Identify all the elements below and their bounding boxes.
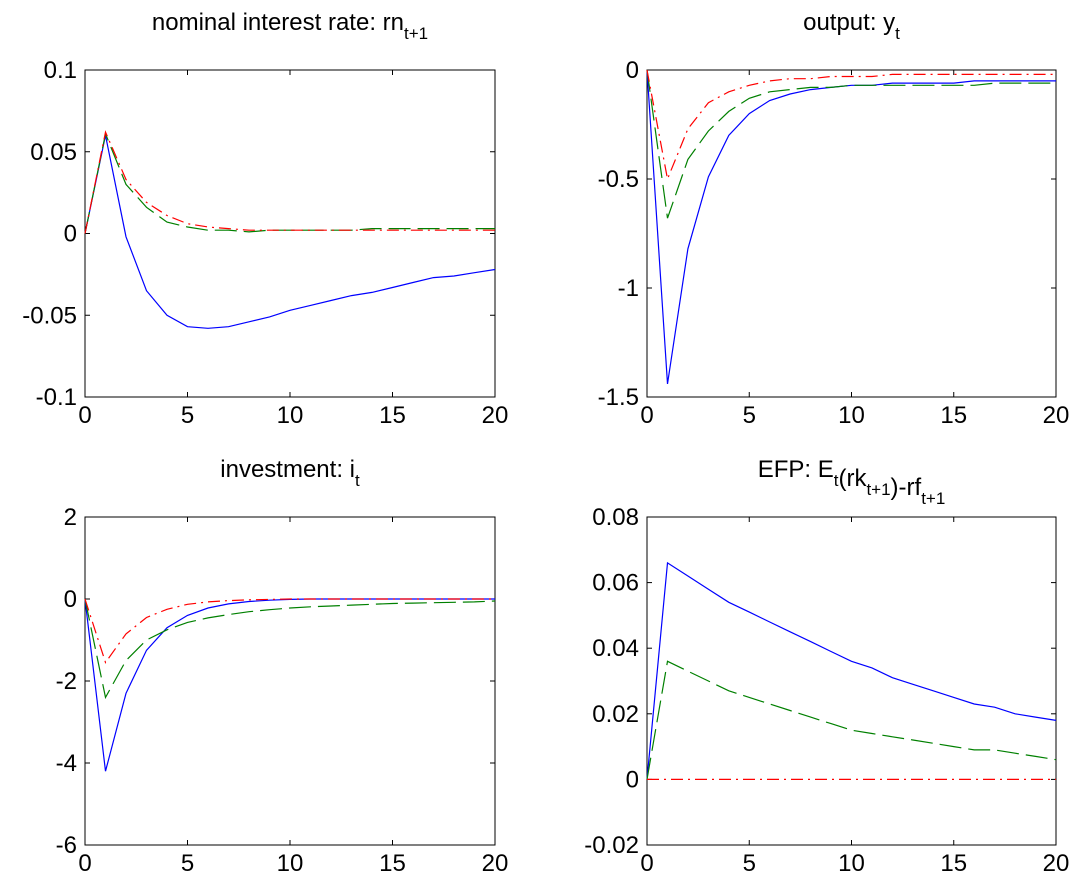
x-tick-label: 5: [181, 850, 194, 877]
title-main: EFP: E: [758, 456, 834, 483]
x-tick-label: 10: [277, 850, 304, 877]
series-line-dashdot: [646, 69, 1056, 182]
y-tick-label: -4: [56, 750, 77, 777]
x-tick-label: 20: [482, 850, 509, 877]
series-line-solid: [84, 598, 495, 772]
series-line-dashed: [646, 660, 1057, 780]
y-tick-label: -0.5: [598, 166, 639, 193]
x-tick-label: 10: [838, 402, 865, 429]
title-subscript: t: [834, 471, 839, 490]
axes-box: [646, 69, 1057, 398]
y-tick-label: 0: [64, 221, 77, 248]
axes-box: [84, 516, 496, 846]
series-line-dashed: [84, 598, 496, 700]
panel-title: investment: it: [220, 456, 360, 490]
series-line-dashdot: [84, 598, 495, 664]
panel-title: EFP: Et(rkt+1)-rft+1: [758, 456, 946, 508]
x-tick-label: 15: [940, 402, 967, 429]
axes-box: [84, 69, 496, 398]
y-tick-label: 0.08: [592, 504, 639, 531]
y-tick-label: 2: [64, 504, 77, 531]
x-tick-label: 20: [482, 402, 509, 429]
x-tick-label: 20: [1043, 850, 1070, 877]
title-subscript: t: [895, 24, 900, 43]
x-tick-label: 0: [78, 850, 91, 877]
x-tick-label: 5: [181, 402, 194, 429]
title-subscript: t: [355, 471, 360, 490]
title-subscript: t+1: [866, 480, 890, 499]
y-tick-label: 0.04: [592, 635, 639, 662]
x-tick-label: 5: [743, 850, 756, 877]
title-main: investment: i: [220, 456, 355, 483]
x-tick-label: 20: [1043, 402, 1070, 429]
x-tick-label: 5: [743, 402, 756, 429]
y-tick-label: 0: [626, 57, 639, 84]
series-line-dashdot: [84, 130, 495, 234]
x-tick-label: 0: [640, 850, 653, 877]
x-tick-label: 10: [277, 402, 304, 429]
series-line-dashed: [84, 131, 495, 234]
title-main: )-rf: [891, 474, 922, 501]
series-line-dashed: [646, 69, 1056, 219]
panel-title: output: yt: [803, 9, 900, 43]
y-tick-label: 0.02: [592, 701, 639, 728]
title-main: (rk: [838, 465, 867, 492]
y-tick-label: -0.02: [584, 832, 639, 859]
panel-nominal-interest-rate: 0 5 10 15 20 -0.1 -0.05 0 0.05 0.1 nominal interes…: [22, 9, 508, 429]
x-tick-label: 15: [379, 850, 406, 877]
x-tick-label: 15: [379, 402, 406, 429]
y-tick-label: 0.06: [592, 570, 639, 597]
y-tick-label: 0: [626, 766, 639, 793]
y-tick-label: -6: [56, 832, 77, 859]
title-main: nominal interest rate: rn: [152, 9, 404, 36]
y-tick-label: -0.05: [22, 302, 77, 329]
y-tick-label: 0: [64, 586, 77, 613]
y-tick-label: -1: [618, 275, 639, 302]
y-tick-label: -2: [56, 668, 77, 695]
panel-output: 0 5 10 15 20 -1.5 -1 -0.5 0 output: yt: [598, 9, 1070, 429]
title-subscript: t+1: [404, 24, 428, 43]
y-tick-label: -1.5: [598, 384, 639, 411]
x-tick-label: 0: [640, 402, 653, 429]
series-line-solid: [646, 69, 1056, 384]
series-line-solid: [84, 135, 496, 329]
title-main: output: y: [803, 9, 895, 36]
panel-title: nominal interest rate: rnt+1: [152, 9, 428, 43]
x-tick-label: 15: [940, 850, 967, 877]
x-tick-label: 0: [78, 402, 91, 429]
series-line-solid: [646, 561, 1057, 780]
y-tick-label: -0.1: [36, 384, 77, 411]
y-tick-label: 0.1: [44, 57, 77, 84]
x-tick-label: 10: [838, 850, 865, 877]
title-subscript: t+1: [921, 489, 945, 508]
panel-investment: 0 5 10 15 20 -6 -4 -2 0 2 investment: it: [56, 456, 509, 877]
y-tick-label: 0.05: [30, 139, 77, 166]
